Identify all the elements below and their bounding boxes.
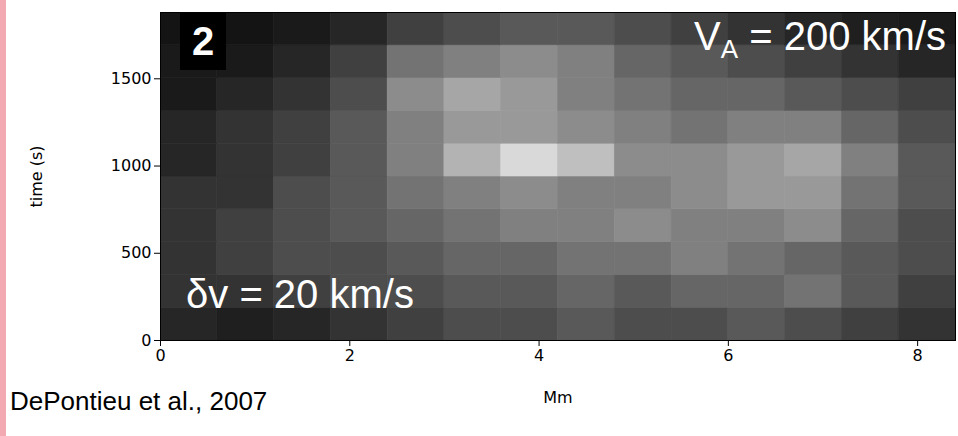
svg-text:Mm: Mm — [543, 388, 572, 407]
html-text:DePontieu et al., 2007: DePontieu et al., 2007 — [10, 386, 268, 416]
svg-text:1000: 1000 — [111, 156, 152, 175]
html-text:δv = 20 km/s: δv = 20 km/s — [186, 272, 414, 316]
html-text:VA= 200 km/s: VA= 200 km/s — [694, 14, 946, 64]
svg-text:6: 6 — [723, 346, 733, 365]
html-text:2: 2 — [191, 18, 215, 63]
svg-text:time (s): time (s) — [27, 145, 46, 207]
svg-text:0: 0 — [141, 331, 151, 350]
svg-text:4: 4 — [534, 346, 544, 365]
svg-text:2: 2 — [345, 346, 355, 365]
svg-text:500: 500 — [121, 243, 152, 262]
svg-text:8: 8 — [913, 346, 923, 365]
svg-text:0: 0 — [155, 346, 165, 365]
svg-text:1500: 1500 — [111, 69, 152, 88]
